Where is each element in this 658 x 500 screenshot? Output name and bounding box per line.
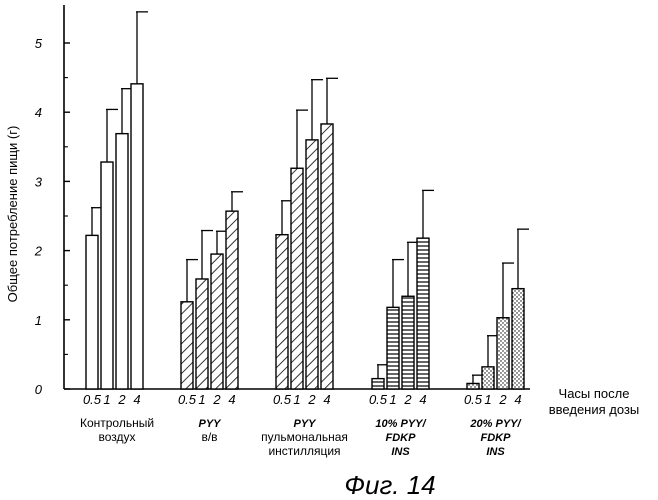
x-tick-label: 1 — [103, 392, 110, 407]
x-tick-label: 2 — [403, 392, 412, 407]
x-tick-label: 0.5 — [369, 392, 388, 407]
group-label: INS — [391, 446, 410, 458]
bar — [481, 366, 495, 390]
group-label: инстилляция — [268, 444, 340, 458]
bar — [496, 317, 510, 390]
y-tick-label: 5 — [35, 36, 43, 51]
bar — [100, 161, 114, 390]
x-tick-label: 1 — [198, 392, 205, 407]
x-tick-label: 2 — [307, 392, 316, 407]
y-tick-label: 3 — [35, 174, 43, 189]
group-label: PYY — [293, 418, 317, 430]
x-tick-label: 0.5 — [464, 392, 483, 407]
x-tick-label: 1 — [484, 392, 491, 407]
group-label: PYY — [198, 418, 222, 430]
y-tick-label: 4 — [35, 105, 42, 120]
x-tick-label: 4 — [323, 392, 330, 407]
x-tick-label: 2 — [117, 392, 126, 407]
group-label: FDKP — [386, 432, 417, 444]
bar — [130, 83, 144, 390]
x-tick-label: 4 — [419, 392, 426, 407]
x-tick-label: 4 — [133, 392, 140, 407]
group-label: в/в — [201, 430, 217, 444]
x-tick-label: 4 — [228, 392, 235, 407]
bar — [115, 132, 129, 390]
group-label: 20% PYY/ — [469, 418, 522, 430]
bar — [320, 123, 334, 390]
bar — [416, 237, 430, 390]
x-axis-title: Часы после — [559, 386, 630, 401]
group-label: воздух — [98, 430, 135, 444]
x-tick-label: 0.5 — [178, 392, 197, 407]
y-axis-title: Общее потребление пищи (г) — [5, 126, 20, 303]
bar — [466, 382, 480, 390]
bar — [371, 377, 385, 390]
bar — [195, 278, 209, 390]
figure-caption: Фиг. 14 — [344, 470, 435, 500]
x-tick-label: 0.5 — [273, 392, 292, 407]
bar — [401, 295, 415, 390]
bar — [85, 234, 99, 390]
y-tick-label: 0 — [35, 382, 43, 397]
group-label: INS — [486, 446, 505, 458]
bar — [210, 253, 224, 390]
x-tick-label: 2 — [498, 392, 507, 407]
x-axis-title: введения дозы — [549, 402, 640, 417]
bars — [85, 11, 529, 390]
x-tick-label: 4 — [514, 392, 521, 407]
group-label: Контрольный — [80, 416, 154, 430]
x-tick-label: 1 — [293, 392, 300, 407]
x-tick-label: 1 — [389, 392, 396, 407]
group-label: пульмональная — [261, 430, 348, 444]
y-tick-label: 1 — [35, 313, 42, 328]
bar — [386, 306, 400, 390]
bar — [275, 233, 289, 390]
x-tick-label: 2 — [212, 392, 221, 407]
bar — [180, 301, 194, 390]
bar — [305, 139, 319, 390]
x-tick-label: 0.5 — [83, 392, 102, 407]
bar — [225, 210, 239, 390]
group-label: 10% PYY/ — [375, 418, 427, 430]
group-label: FDKP — [481, 432, 512, 444]
bar — [290, 167, 304, 390]
y-tick-label: 2 — [34, 244, 43, 259]
bar — [511, 287, 525, 390]
